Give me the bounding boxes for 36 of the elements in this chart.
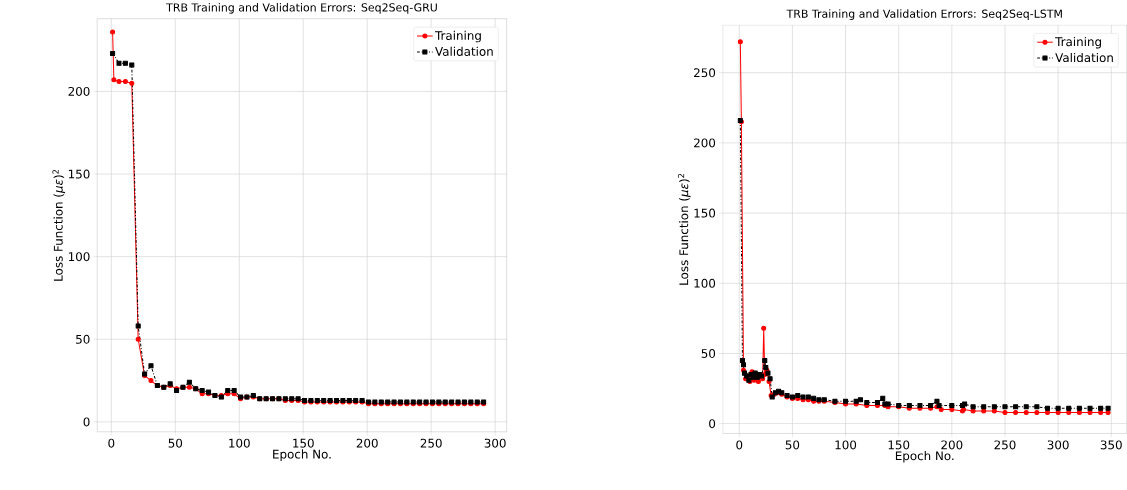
chart-title: TRB Training and Validation Errors: Seq2Seq-GRU [166,3,437,14]
y-tick-label: 250 [694,68,716,78]
x-tick-label: 150 [293,438,314,448]
x-tick-label: 350 [1100,440,1122,450]
y-tick-label: 50 [76,334,90,344]
x-tick-label: 200 [356,438,378,448]
x-tick-label: 50 [168,438,183,448]
x-tick-label: 300 [484,438,506,448]
y-tick-label: 0 [709,419,716,429]
legend-label: Training [434,31,481,43]
x-axis-title: Epoch No. [895,451,954,463]
chart-title: TRB Training and Validation Errors: Seq2Seq-LSTM [786,9,1062,21]
legend-label: Validation [1055,53,1113,63]
y-tick-label: 0 [83,417,90,427]
x-tick-label: 250 [994,440,1016,450]
legend-label: Validation [435,46,493,57]
x-tick-label: 50 [785,440,800,450]
y-axis-title: Loss Function (με)$^{2}$ [677,174,691,285]
y-tick-label: 150 [694,208,716,218]
x-tick-label: 100 [229,438,250,448]
x-tick-label: 300 [1047,440,1069,450]
x-tick-label: 0 [736,440,743,450]
y-tick-label: 100 [694,278,716,288]
y-tick-label: 200 [694,138,716,148]
x-tick-label: 150 [888,440,910,450]
y-tick-label: 50 [701,349,716,359]
x-axis-title: Epoch No. [273,449,331,462]
y-tick-label: 200 [68,87,90,97]
y-tick-label: 100 [68,252,90,262]
x-tick-label: 250 [420,438,442,448]
x-tick-label: 100 [835,440,857,450]
x-tick-label: 0 [108,438,115,448]
y-tick-label: 150 [68,169,90,179]
y-axis-title: Loss Function (με)$^{2}$ [52,170,66,281]
legend-label: Training [1055,37,1101,49]
x-tick-label: 200 [941,440,963,450]
